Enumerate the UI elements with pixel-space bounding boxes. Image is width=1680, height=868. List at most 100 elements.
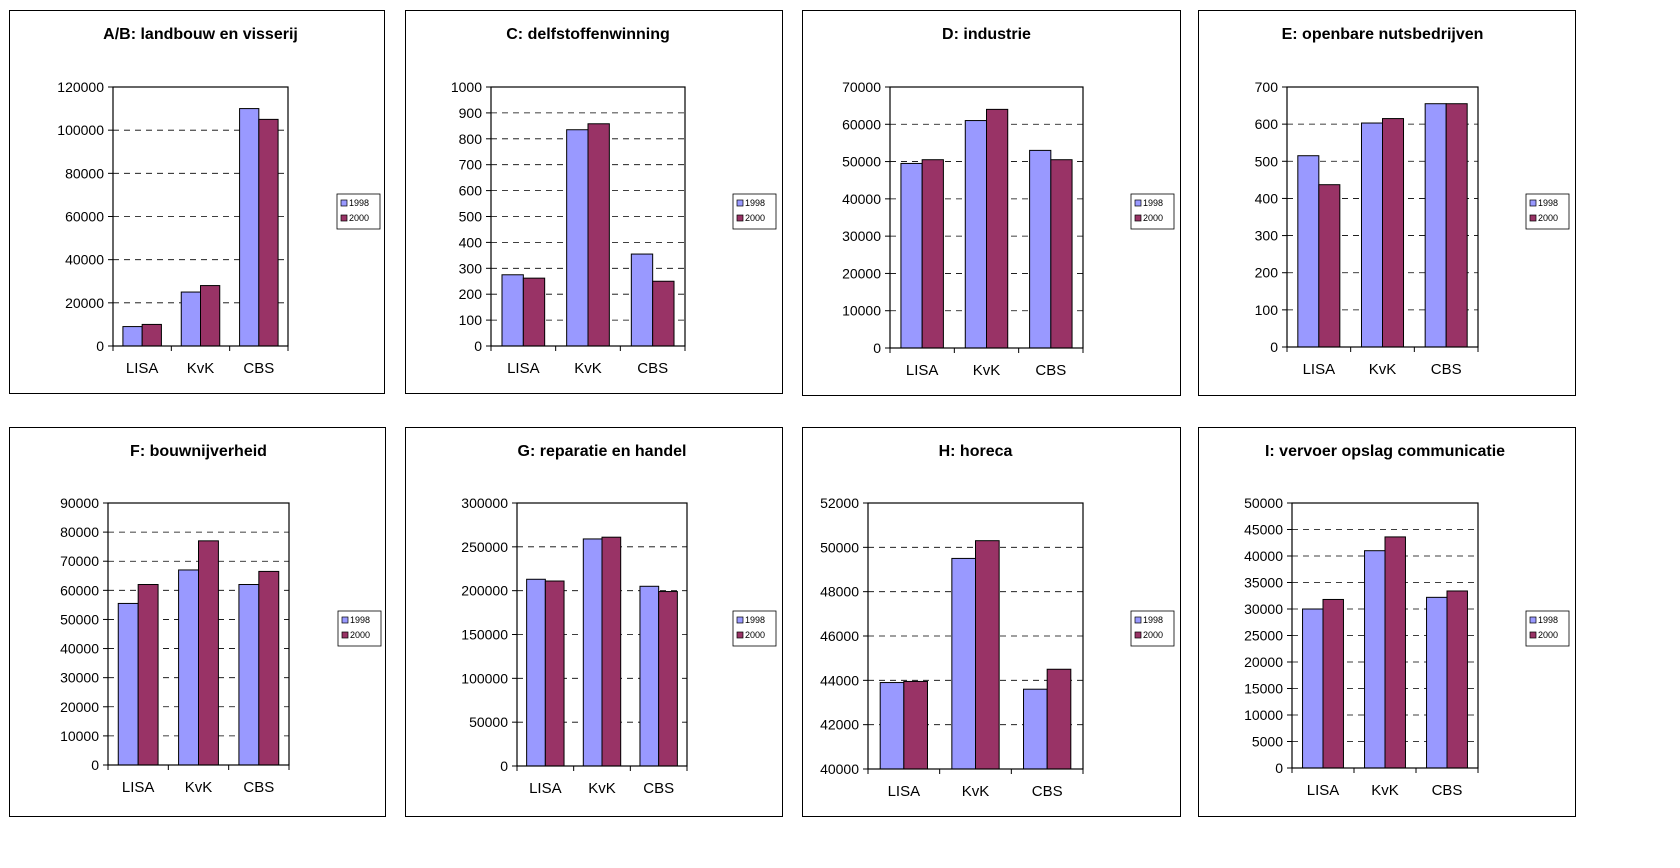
y-tick-label: 60000: [842, 116, 881, 132]
x-tick-label: CBS: [1035, 362, 1066, 379]
y-tick-label: 10000: [842, 303, 881, 319]
bar-1998: [879, 682, 905, 770]
y-tick-label: 40000: [1244, 548, 1283, 564]
bar-1998: [1302, 608, 1324, 769]
legend-label: 2000: [1143, 213, 1163, 223]
legend-label: 2000: [745, 213, 765, 223]
bar-1998: [180, 291, 201, 347]
plot-area: [889, 86, 1084, 349]
y-tick-label: 100000: [461, 670, 508, 686]
y-tick-label: 70000: [842, 79, 881, 95]
y-tick-label: 120000: [57, 79, 104, 95]
y-tick-label: 0: [91, 757, 99, 773]
y-tick-label: 90000: [60, 495, 99, 511]
legend-swatch: [1529, 616, 1537, 624]
bar-2000: [1322, 598, 1344, 769]
y-tick-label: 30000: [1244, 601, 1283, 617]
x-tick-label: KvK: [973, 362, 1001, 379]
bar-1998: [964, 120, 988, 349]
legend: [732, 610, 777, 647]
y-tick-label: 60000: [60, 582, 99, 598]
y-tick-label: 200000: [461, 583, 508, 599]
legend-label: 1998: [745, 615, 765, 625]
plot-area: [1286, 86, 1479, 348]
chart-svg: I: vervoer opslag communicatie 0 5000 10000…: [1244, 443, 1570, 799]
legend-label: 1998: [1538, 615, 1558, 625]
y-tick-label: 50000: [842, 154, 881, 170]
x-tick-label: KvK: [574, 360, 602, 377]
y-tick-label: 100: [459, 312, 483, 328]
legend-swatch: [1134, 199, 1142, 207]
bar-1998: [1023, 688, 1048, 770]
bar-1998: [1029, 149, 1052, 349]
x-tick-label: LISA: [529, 780, 562, 797]
x-tick-label: CBS: [1032, 783, 1063, 800]
bar-1998: [238, 584, 260, 766]
x-tick-label: CBS: [643, 780, 674, 797]
bar-2000: [986, 108, 1009, 349]
legend-swatch: [736, 199, 744, 207]
chart-svg: H: horeca 40000 42000 44000 46000 48000 50000 5…: [820, 443, 1175, 800]
legend-swatch: [341, 616, 349, 624]
y-tick-label: 200: [1255, 265, 1279, 281]
chart-panel: E: openbare nutsbedrijven 0 100 200 300 400 50…: [1198, 10, 1576, 396]
x-tick-label: LISA: [1303, 361, 1336, 378]
bar-2000: [522, 277, 546, 347]
chart-panel: D: industrie 0 10000 20000 30000 40000 50000 60…: [802, 10, 1181, 396]
y-tick-label: 250000: [461, 539, 508, 555]
chart-svg: F: bouwnijverheid 0 10000 20000 30000 40000 50…: [60, 443, 382, 796]
y-tick-label: 600: [459, 183, 483, 199]
plot-area: [490, 86, 686, 347]
y-tick-label: 500: [459, 209, 483, 225]
legend-swatch: [736, 214, 744, 222]
y-tick-label: 30000: [60, 670, 99, 686]
bar-2000: [1050, 159, 1073, 349]
legend-label: 2000: [745, 630, 765, 640]
bar-2000: [587, 123, 610, 347]
legend-label: 2000: [1143, 630, 1163, 640]
y-tick-label: 46000: [820, 628, 859, 644]
y-tick-label: 25000: [1244, 628, 1283, 644]
bar-1998: [630, 253, 654, 347]
chart-svg: C: delfstoffenwinning 0 100 200 300 400 500 600…: [451, 26, 777, 377]
y-tick-label: 200: [459, 286, 483, 302]
legend-swatch: [736, 631, 744, 639]
bar-2000: [258, 570, 280, 766]
bar-1998: [1426, 596, 1448, 769]
bar-2000: [1445, 103, 1468, 348]
bar-1998: [639, 585, 660, 767]
x-tick-label: KvK: [588, 780, 616, 797]
y-tick-label: 700: [1255, 79, 1279, 95]
plot-area: [516, 502, 688, 767]
legend-label: 1998: [1143, 198, 1163, 208]
bar-2000: [1318, 184, 1341, 348]
chart-svg: E: openbare nutsbedrijven 0 100 200 300 400 50…: [1255, 26, 1570, 378]
legend-label: 1998: [1143, 615, 1163, 625]
y-tick-label: 80000: [60, 524, 99, 540]
y-tick-label: 40000: [820, 761, 859, 777]
y-tick-label: 300: [1255, 228, 1279, 244]
bar-1998: [582, 538, 603, 767]
bar-2000: [1446, 590, 1468, 769]
bar-2000: [137, 584, 159, 766]
x-tick-label: LISA: [122, 779, 155, 796]
y-tick-label: 150000: [461, 627, 508, 643]
bar-1998: [239, 108, 260, 347]
bar-1998: [1424, 103, 1447, 348]
y-tick-label: 50000: [60, 611, 99, 627]
bar-2000: [921, 159, 944, 349]
chart-svg: D: industrie 0 10000 20000 30000 40000 50000 60…: [842, 26, 1175, 379]
y-tick-label: 400: [1255, 190, 1279, 206]
chart-svg: A/B: landbouw en visserij 0 20000 40000 6000…: [57, 26, 381, 377]
y-tick-label: 40000: [60, 641, 99, 657]
bar-2000: [198, 540, 219, 766]
chart-title: I: vervoer opslag communicatie: [1265, 443, 1505, 460]
y-tick-label: 40000: [842, 191, 881, 207]
legend-swatch: [1529, 631, 1537, 639]
y-tick-label: 20000: [1244, 654, 1283, 670]
y-tick-label: 0: [873, 340, 881, 356]
bar-1998: [1360, 122, 1384, 348]
legend-swatch: [1134, 214, 1142, 222]
bar-2000: [258, 118, 279, 347]
